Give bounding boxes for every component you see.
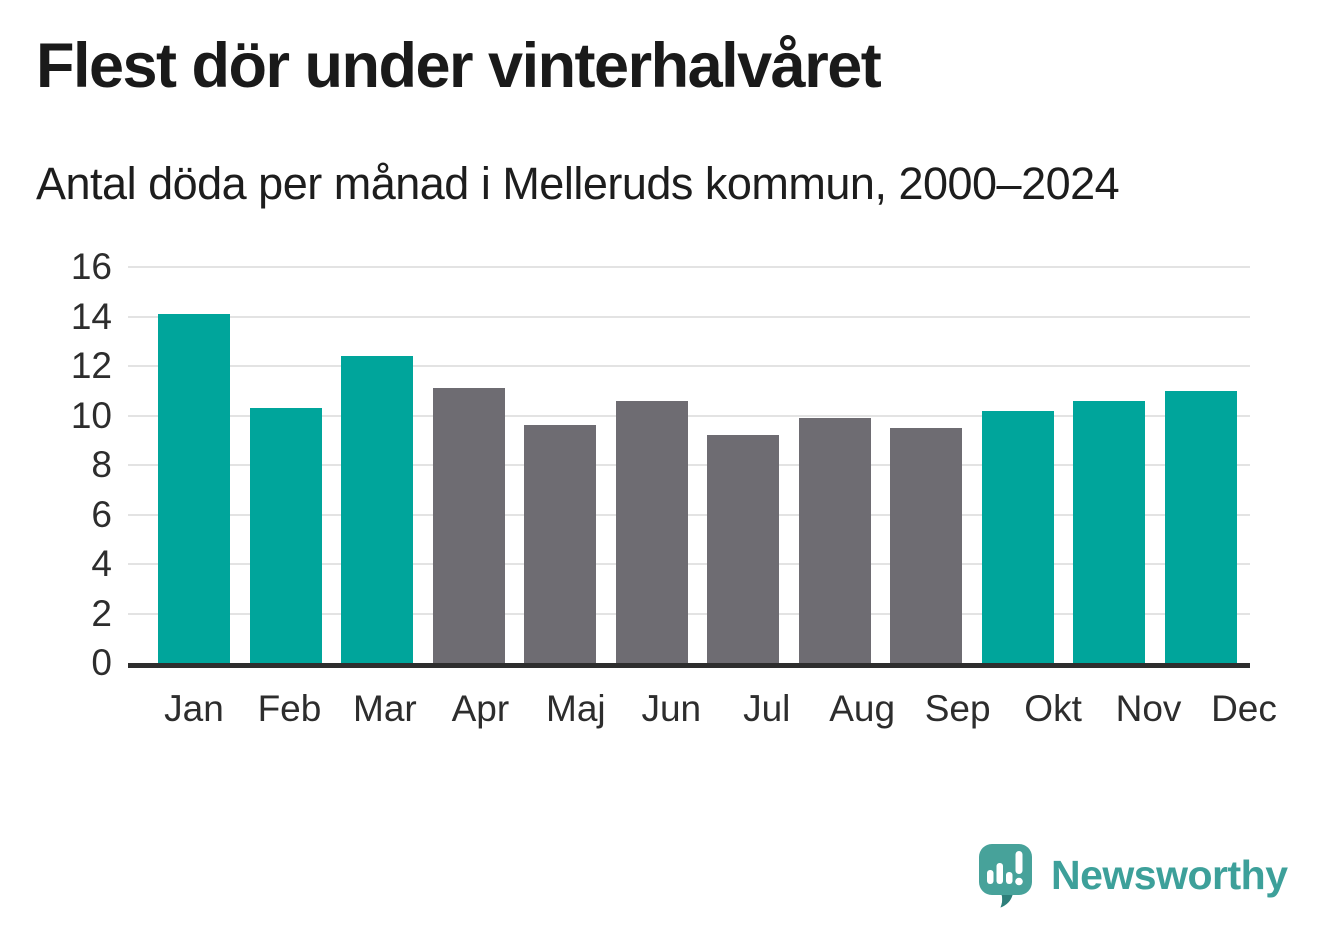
gridline-4 bbox=[128, 563, 1250, 565]
y-tick-label-14: 14 bbox=[70, 295, 112, 337]
x-axis-labels: Jan Feb Mar Apr Maj Jun Jul Aug Sep Okt Nov Dec bbox=[128, 688, 1293, 730]
x-tick-label-jan: Jan bbox=[164, 688, 224, 729]
x-tick-label-dec: Dec bbox=[1211, 688, 1277, 729]
y-axis-labels: 0 2 4 6 8 10 12 14 16 bbox=[0, 246, 112, 683]
bar-aug bbox=[798, 417, 871, 663]
bar-series bbox=[128, 267, 1250, 663]
bar-okt bbox=[981, 410, 1054, 663]
newsworthy-logo: Newsworthy bbox=[978, 843, 1288, 908]
y-tick-label-0: 0 bbox=[91, 642, 112, 683]
y-tick-label-12: 12 bbox=[70, 345, 112, 386]
bar-nov bbox=[1073, 400, 1146, 663]
bar-feb bbox=[249, 408, 322, 663]
x-tick-label-maj: Maj bbox=[546, 688, 606, 729]
x-tick-label-aug: Aug bbox=[829, 688, 896, 729]
x-axis-line bbox=[128, 663, 1250, 668]
x-tick-label-jun: Jun bbox=[641, 688, 702, 729]
bar-jan bbox=[158, 314, 230, 663]
gridline-12 bbox=[128, 365, 1250, 367]
y-tick-label-8: 8 bbox=[91, 444, 112, 485]
x-tick-label-nov: Nov bbox=[1115, 688, 1182, 729]
bar-apr bbox=[432, 388, 505, 663]
gridline-10 bbox=[128, 414, 1250, 417]
y-tick-label-2: 2 bbox=[91, 592, 112, 634]
y-tick-label-6: 6 bbox=[91, 493, 112, 535]
bar-maj bbox=[524, 425, 597, 663]
bar-jun bbox=[615, 400, 688, 663]
x-tick-label-feb: Feb bbox=[257, 688, 322, 729]
gridline-14 bbox=[128, 315, 1250, 318]
gridline-16 bbox=[128, 266, 1250, 268]
bar-jul bbox=[707, 435, 780, 663]
bar-sep bbox=[890, 427, 963, 663]
x-tick-label-sep: Sep bbox=[924, 688, 991, 729]
x-tick-label-mar: Mar bbox=[353, 688, 417, 729]
y-tick-label-4: 4 bbox=[91, 543, 112, 584]
bar-mar bbox=[341, 356, 414, 663]
plot-area bbox=[128, 266, 1250, 668]
gridline-8 bbox=[128, 464, 1250, 466]
newsworthy-logo-icon bbox=[979, 844, 1032, 908]
chart-subtitle: Antal döda per månad i Melleruds kommun,… bbox=[36, 158, 1120, 209]
y-tick-label-10: 10 bbox=[70, 394, 112, 436]
gridline-2 bbox=[128, 612, 1250, 615]
gridline-6 bbox=[128, 513, 1250, 516]
y-tick-label-16: 16 bbox=[70, 246, 112, 287]
chart-title: Flest dör under vinterhalvåret bbox=[36, 31, 882, 101]
x-tick-label-okt: Okt bbox=[1024, 688, 1082, 729]
x-tick-label-apr: Apr bbox=[451, 688, 510, 729]
bar-dec bbox=[1164, 390, 1237, 663]
x-tick-label-jul: Jul bbox=[743, 688, 791, 729]
newsworthy-logo-text: Newsworthy bbox=[1051, 852, 1288, 898]
